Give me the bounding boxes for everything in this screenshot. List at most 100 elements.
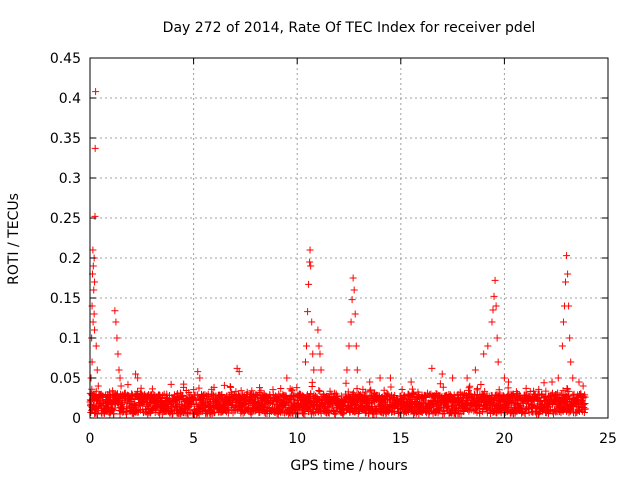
data-point (559, 318, 567, 326)
plot-frame (89, 57, 609, 419)
data-point (94, 382, 102, 390)
data-point (210, 383, 218, 391)
data-point (120, 390, 128, 398)
data-point (91, 212, 99, 220)
data-point (92, 342, 100, 350)
y-tick-label: 0.15 (50, 291, 81, 307)
data-point (196, 374, 204, 382)
data-point (495, 386, 503, 394)
data-point (326, 387, 334, 395)
data-point (347, 318, 355, 326)
data-point (477, 380, 485, 388)
data-point (387, 383, 395, 391)
data-point (186, 402, 194, 410)
data-point (580, 400, 588, 408)
data-point (489, 306, 497, 314)
y-tick-label: 0.45 (50, 51, 81, 67)
data-point (283, 374, 291, 382)
data-point (465, 384, 473, 392)
data-point (449, 374, 457, 382)
data-point (432, 408, 440, 416)
data-point (438, 370, 446, 378)
data-point (204, 393, 212, 401)
data-point (277, 384, 285, 392)
data-point (491, 276, 499, 284)
x-tick-label: 15 (392, 431, 410, 447)
data-point (367, 386, 375, 394)
data-point (564, 270, 572, 278)
data-point (558, 342, 566, 350)
data-point (195, 384, 203, 392)
data-point (316, 387, 324, 395)
data-point (89, 318, 97, 326)
data-point (494, 358, 502, 366)
data-point (117, 382, 125, 390)
data-point (376, 374, 384, 382)
data-point (227, 383, 235, 391)
data-point (569, 374, 577, 382)
data-point (127, 394, 135, 402)
data-point (134, 374, 142, 382)
data-point (565, 387, 573, 395)
data-point (359, 393, 367, 401)
data-point (248, 387, 256, 395)
data-point (132, 370, 140, 378)
data-point (567, 358, 575, 366)
data-point (309, 350, 317, 358)
x-tick-label: 20 (495, 431, 513, 447)
data-point (575, 378, 583, 386)
data-point (314, 326, 322, 334)
data-point (366, 387, 374, 395)
data-point (428, 364, 436, 372)
x-tick-label: 5 (189, 431, 198, 447)
data-point (194, 368, 202, 376)
data-point (332, 408, 340, 416)
data-point (109, 387, 117, 395)
data-point (548, 378, 556, 386)
data-point (562, 278, 570, 286)
data-point (345, 342, 353, 350)
data-point (93, 366, 101, 374)
data-point (92, 88, 100, 96)
data-point (348, 296, 356, 304)
data-point (303, 404, 311, 412)
data-point (579, 382, 587, 390)
data-point (466, 382, 474, 390)
x-tick-label: 25 (599, 431, 617, 447)
data-point (444, 398, 452, 406)
data-point (110, 410, 118, 418)
data-point (224, 406, 232, 414)
y-tick-label: 0.25 (50, 211, 81, 227)
y-tick-label: 0.2 (59, 251, 81, 267)
data-point (349, 274, 357, 282)
data-point (288, 386, 296, 394)
y-tick-label: 0.4 (59, 91, 81, 107)
data-point (94, 410, 102, 418)
data-point (339, 410, 347, 418)
data-point (559, 387, 567, 395)
data-point (306, 246, 314, 254)
data-point (116, 374, 124, 382)
data-point (386, 374, 394, 382)
data-point (343, 366, 351, 374)
y-tick-label: 0.3 (59, 171, 81, 187)
y-tick-label: 0.35 (50, 131, 81, 147)
data-point (522, 384, 530, 392)
data-point (563, 252, 571, 260)
data-point (488, 318, 496, 326)
data-point (220, 381, 228, 389)
data-point (315, 386, 323, 394)
data-point (91, 326, 99, 334)
data-point (317, 366, 325, 374)
data-point (92, 387, 100, 395)
x-tick-label: 0 (86, 431, 95, 447)
data-point (146, 398, 154, 406)
data-point (439, 383, 447, 391)
data-point (111, 307, 119, 315)
data-point (480, 350, 488, 358)
data-point (235, 392, 243, 400)
data-point (257, 387, 265, 395)
y-tick-label: 0.1 (59, 331, 81, 347)
data-point (436, 380, 444, 388)
data-point (148, 385, 156, 393)
